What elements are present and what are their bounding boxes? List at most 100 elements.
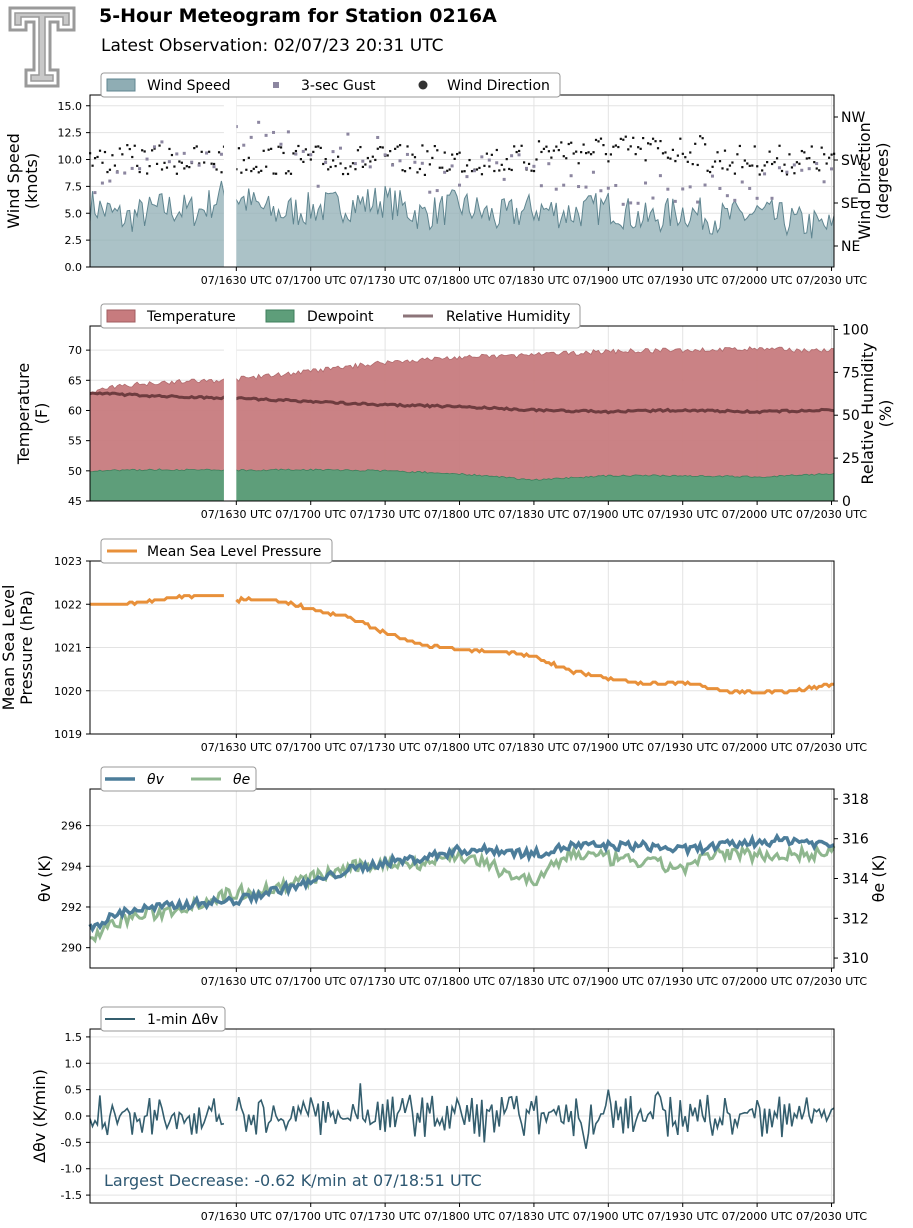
wind-direction-point [498,169,501,172]
wind-direction-point [813,161,816,164]
gust-marker [703,183,707,187]
wind-direction-point [411,153,414,156]
wind-direction-point [642,136,645,140]
wind-direction-point [743,159,746,162]
x-tick-label: 07/1900 UTC [573,274,644,287]
y-tick-label: 7.5 [65,180,83,193]
gust-marker [108,179,112,183]
x-tick-label: 07/2000 UTC [722,274,793,287]
gust-marker [391,163,395,167]
wind-direction-point [718,160,722,163]
legend-label: Relative Humidity [446,309,570,325]
gust-marker [822,180,826,184]
wind-direction-point [252,167,255,170]
wind-direction-point [354,168,357,171]
x-tick-label: 07/1700 UTC [275,274,346,287]
y-tick-label: 5.0 [65,207,83,220]
y-tick-label: 50 [68,465,82,478]
y2-tick-label: 318 [842,792,869,808]
wind-direction-point [570,141,573,144]
wind-direction-point [277,145,280,148]
wind-direction-point [555,145,558,148]
wind-direction-point [741,166,744,169]
legend-temperature-swatch [106,309,136,323]
gust-marker [175,152,179,156]
gust-marker [532,164,536,168]
gust-marker [629,201,633,205]
gust-marker [577,185,581,189]
wind-direction-point [284,172,288,175]
y2-tick-label: 312 [842,911,869,927]
legend-box [100,72,561,98]
wind-direction-point [133,144,136,147]
wind-direction-point [426,150,429,153]
gust-marker [748,186,752,190]
gust-marker [257,120,261,124]
x-tick-label: 07/1930 UTC [647,508,718,521]
gust-marker [480,155,484,159]
y-axis-label: Mean Sea Level [0,585,18,711]
wind-direction-point [808,156,811,160]
legend-label: θv [147,772,165,788]
gust-marker [405,152,409,156]
wind-direction-point [823,153,826,156]
gust-marker [219,152,223,156]
wind-direction-point [188,166,191,169]
wind-direction-point [287,170,290,173]
wind-direction-point [349,165,352,168]
legend-box [100,1006,226,1032]
wind-direction-point [193,147,196,150]
wind-direction-point [733,172,736,175]
wind-direction-point [599,137,603,140]
y-tick-label: 70 [68,344,82,357]
wind-direction-point [257,171,260,174]
gust-marker [807,167,811,171]
wind-direction-point [332,159,335,162]
gust-marker [443,170,447,174]
wind-direction-point [302,160,305,163]
gust-marker [830,167,834,171]
wind-direction-point [775,157,779,160]
wind-direction-point [537,140,541,143]
wind-direction-point [170,153,174,157]
wind-direction-point [612,145,615,148]
wind-direction-point [800,149,803,153]
wind-direction-point [389,150,392,153]
x-tick-label: 07/1800 UTC [424,741,495,754]
wind-direction-point [270,147,273,150]
wind-direction-point [339,162,342,165]
wind-direction-point [622,138,625,141]
y2-tick-label: 100 [842,322,869,338]
gust-marker [130,166,134,170]
x-tick-label: 07/1830 UTC [498,975,569,988]
delta-theta-line [89,1083,835,1149]
gust-marker [472,169,476,173]
wind-direction-point [381,146,384,149]
wind-direction-point [416,171,419,174]
wind-direction-point [314,145,317,148]
wind-direction-point [153,147,156,150]
wind-direction-point [768,150,771,153]
wind-direction-point [644,159,647,162]
wind-direction-point [632,136,635,139]
wind-direction-point [436,149,439,152]
wind-direction-point [647,142,650,145]
wind-direction-point [778,144,781,147]
x-tick-label: 07/1730 UTC [350,975,421,988]
x-tick-label: 07/1730 UTC [350,1210,421,1223]
wind-direction-point [344,167,347,170]
gust-marker [487,158,491,162]
x-tick-label: 07/2030 UTC [796,1210,867,1223]
wind-direction-point [577,162,580,165]
gust-marker [212,165,216,169]
wind-direction-point [98,149,102,152]
wind-direction-point [465,164,469,167]
wind-direction-point [627,148,630,151]
wind-direction-point [505,158,508,161]
x-tick-label: 07/1630 UTC [201,1210,272,1223]
wind-direction-point [279,146,283,149]
wind-direction-point [396,145,399,148]
wind-panel: NE SE SW NW 07/1630 UTC 07/1700 UTC 07/1730 UT… [4,72,892,287]
wind-direction-point [421,144,424,147]
wind-direction-point [93,157,97,160]
